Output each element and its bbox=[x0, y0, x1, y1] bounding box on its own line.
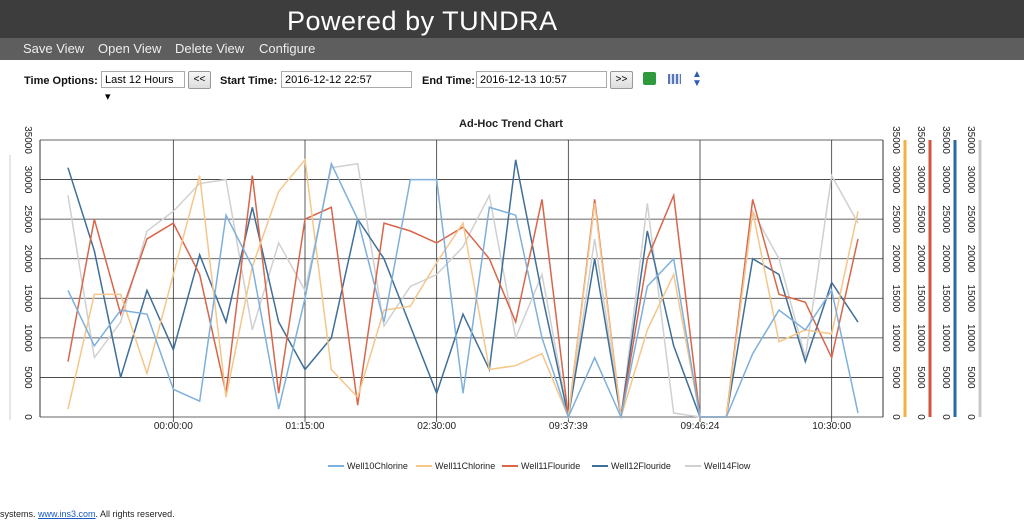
toolbar: Time Options: Last 12 Hours ▾ << Start T… bbox=[0, 69, 1024, 104]
y-tick-label: 0 bbox=[22, 414, 33, 420]
y2-tick-label: 25000 bbox=[915, 205, 926, 233]
footer-link[interactable]: www.ins3.com bbox=[38, 509, 96, 519]
y-tick-label: 5000 bbox=[22, 366, 33, 389]
y2-tick-label: 0 bbox=[940, 414, 951, 420]
y2-tick-label: 25000 bbox=[940, 205, 951, 233]
header: Powered by TUNDRA bbox=[0, 0, 1024, 38]
series-line bbox=[67, 175, 859, 418]
prev-button[interactable]: << bbox=[188, 71, 211, 89]
y2-tick-label: 10000 bbox=[940, 324, 951, 352]
next-button[interactable]: >> bbox=[610, 71, 633, 89]
y-tick-label: 25000 bbox=[22, 205, 33, 233]
series-line bbox=[67, 162, 859, 418]
y2-tick-label: 20000 bbox=[890, 245, 901, 273]
y2-tick-label: 30000 bbox=[965, 166, 976, 194]
chart-title: Ad-Hoc Trend Chart bbox=[459, 118, 563, 130]
header-title: Powered by TUNDRA bbox=[287, 6, 558, 36]
y-tick-label: 35000 bbox=[22, 126, 33, 154]
y2-tick-label: 10000 bbox=[915, 324, 926, 352]
y2-tick-label: 15000 bbox=[965, 284, 976, 312]
y2-tick-label: 20000 bbox=[965, 245, 976, 273]
footer: systems. www.ins3.com. All rights reserv… bbox=[0, 509, 175, 519]
time-option: Last 12 Hours bbox=[105, 74, 174, 86]
y2-tick-label: 10000 bbox=[890, 324, 901, 352]
chart: Ad-Hoc Trend Chart 0 5000 10000 15000 20000 2… bbox=[9, 118, 982, 471]
footer-text: systems. bbox=[0, 509, 36, 519]
y-tick-label: 30000 bbox=[22, 166, 33, 194]
y2-tick-label: 25000 bbox=[965, 205, 976, 233]
y-tick-label: 15000 bbox=[22, 284, 33, 312]
legend-label: Well11Flouride bbox=[521, 461, 580, 471]
sort-icon[interactable]: ▲ ▼ bbox=[692, 69, 702, 89]
y2-tick-label: 15000 bbox=[915, 284, 926, 312]
x-tick-label: 00:00:00 bbox=[154, 421, 193, 432]
legend-label: Well11Chlorine bbox=[435, 461, 495, 471]
menu-item[interactable]: Delete View bbox=[175, 41, 245, 56]
y2-tick-label: 0 bbox=[890, 414, 901, 420]
y2-tick-label: 15000 bbox=[940, 284, 951, 312]
y2-tick-label: 35000 bbox=[890, 126, 901, 154]
y2-tick-label: 10000 bbox=[965, 324, 976, 352]
excel-icon[interactable] bbox=[643, 72, 656, 85]
legend-label: Well12Flouride bbox=[611, 461, 671, 471]
x-tick-label: 01:15:00 bbox=[286, 421, 325, 432]
end-label: End Time: bbox=[422, 75, 475, 87]
y-tick-label: 10000 bbox=[22, 324, 33, 352]
y-tick-label: 20000 bbox=[22, 245, 33, 273]
y2-tick-label: 20000 bbox=[940, 245, 951, 273]
time-options-label: Time Options: bbox=[24, 75, 98, 87]
legend-label: Well14Flow bbox=[704, 461, 751, 471]
table-icon[interactable] bbox=[668, 74, 681, 84]
y2-tick-label: 15000 bbox=[890, 284, 901, 312]
y2-tick-label: 30000 bbox=[890, 166, 901, 194]
y2-tick-label: 0 bbox=[965, 414, 976, 420]
footer-text: . All rights reserved. bbox=[95, 509, 175, 519]
x-tick-label: 09:46:24 bbox=[681, 421, 720, 432]
y2-tick-label: 35000 bbox=[965, 126, 976, 154]
y2-tick-label: 5000 bbox=[940, 366, 951, 389]
y2-tick-label: 30000 bbox=[915, 166, 926, 194]
start-label: Start Time: bbox=[220, 75, 278, 87]
start-input[interactable]: 2016-12-12 22:57 bbox=[281, 71, 412, 88]
menu-item[interactable]: Save View bbox=[23, 41, 85, 56]
legend-label: Well10Chlorine bbox=[347, 461, 408, 471]
y2-tick-label: 35000 bbox=[940, 126, 951, 154]
y2-tick-label: 25000 bbox=[890, 205, 901, 233]
y2-tick-label: 30000 bbox=[940, 166, 951, 194]
y2-tick-label: 5000 bbox=[915, 366, 926, 389]
y2-tick-label: 5000 bbox=[890, 366, 901, 389]
y2-tick-label: 5000 bbox=[965, 366, 976, 389]
time-select[interactable]: Last 12 Hours ▾ bbox=[101, 71, 185, 103]
x-tick-label: 02:30:00 bbox=[417, 421, 456, 432]
series-line bbox=[67, 161, 859, 420]
menu-item[interactable]: Open View bbox=[98, 41, 162, 56]
y2-tick-label: 35000 bbox=[915, 126, 926, 154]
y2-tick-label: 20000 bbox=[915, 245, 926, 273]
menu-item[interactable]: Configure bbox=[259, 41, 316, 56]
x-tick-label: 10:30:00 bbox=[812, 421, 851, 432]
y2-tick-label: 0 bbox=[915, 414, 926, 420]
menu-bar: Save View Open View Delete View Configur… bbox=[0, 38, 1024, 60]
end-input[interactable]: 2016-12-13 10:57 bbox=[476, 71, 607, 88]
x-tick-label: 09:37:39 bbox=[549, 421, 588, 432]
